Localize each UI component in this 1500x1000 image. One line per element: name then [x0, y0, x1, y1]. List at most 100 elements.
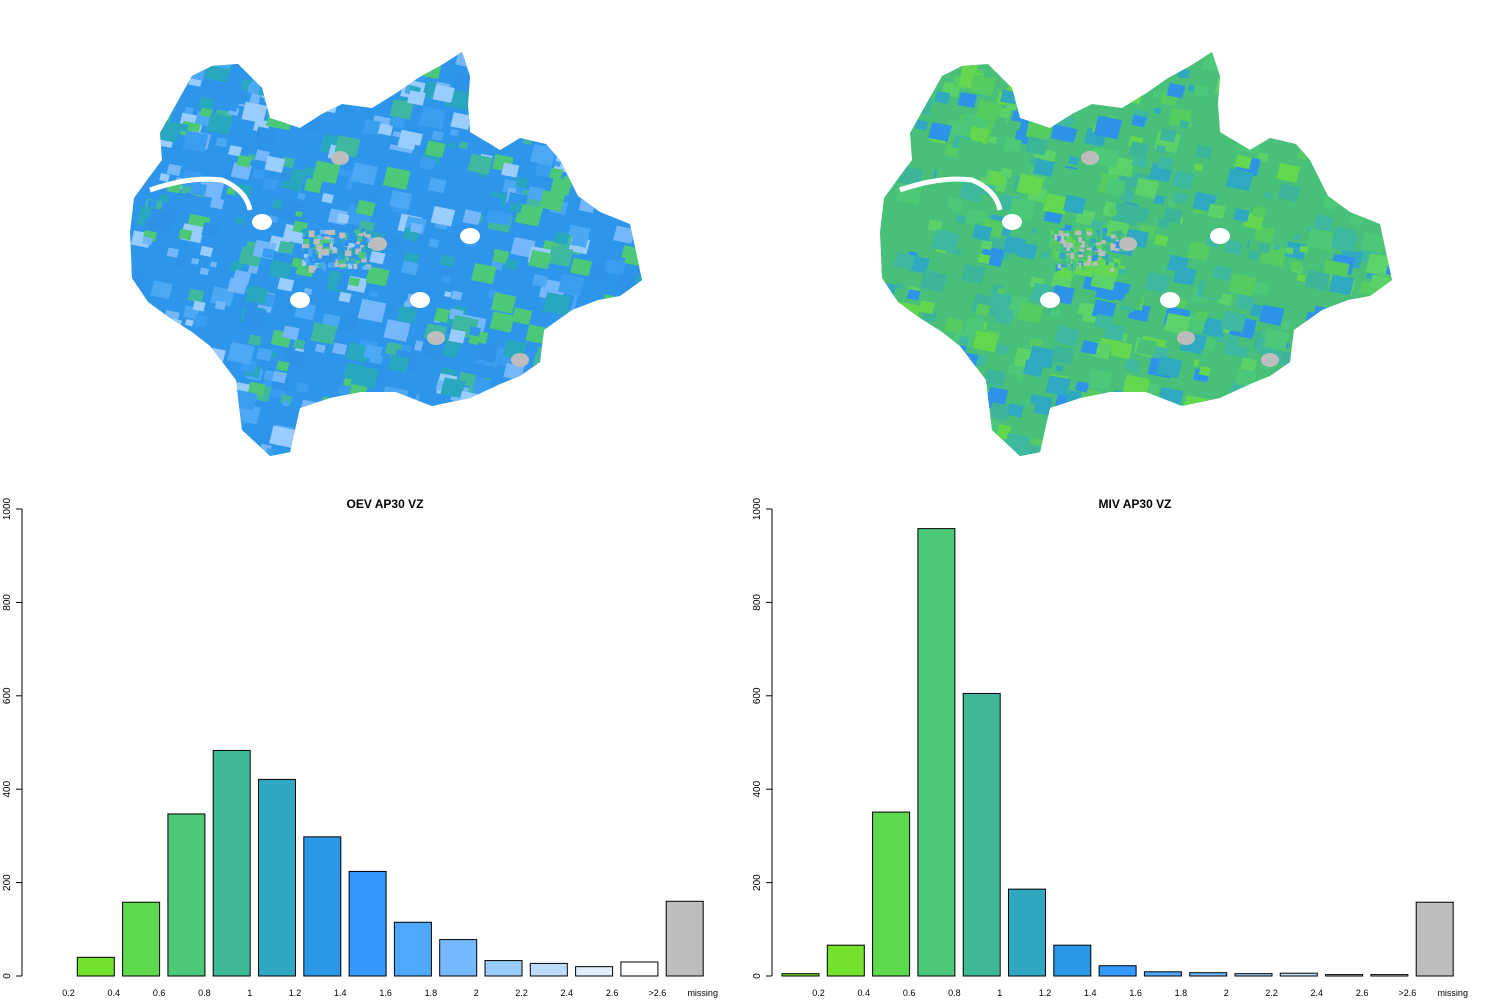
map-region: [1049, 308, 1060, 317]
map-region: [607, 299, 626, 315]
map-region: [580, 115, 598, 130]
map-region: [1033, 107, 1053, 124]
map-region: [1352, 395, 1374, 414]
map-region: [883, 361, 908, 382]
map-region: [241, 101, 268, 124]
map-region: [501, 162, 520, 178]
map-region: [600, 294, 629, 318]
map-region: [361, 247, 366, 253]
map-region: [586, 286, 600, 298]
map-region: [578, 327, 600, 346]
map-region: [607, 413, 623, 427]
map-region: [1132, 441, 1157, 456]
map-region: [364, 82, 383, 98]
map-region: [406, 403, 423, 417]
map-region: [880, 338, 890, 350]
map-region: [1116, 235, 1123, 240]
map-region: [362, 265, 370, 270]
map-region: [282, 325, 300, 341]
map-region: [310, 249, 316, 253]
map-region: [1356, 117, 1375, 134]
map-region: [632, 142, 642, 162]
map-region: [1304, 269, 1331, 291]
map-region: [1059, 252, 1066, 259]
map-region: [404, 287, 414, 295]
map-region: [474, 82, 497, 101]
map-region: [1363, 168, 1374, 177]
map-region: [192, 300, 206, 312]
map-region: [1259, 304, 1285, 326]
map-region: [1319, 112, 1338, 128]
map-region: [357, 263, 362, 269]
map-region: [1085, 228, 1093, 235]
map-region: [1172, 191, 1189, 205]
map-region: [993, 307, 1014, 325]
map-region: [295, 381, 309, 394]
map-region: [1273, 86, 1292, 101]
map-region: [1385, 367, 1392, 387]
x-tick-label: 0.2: [62, 988, 75, 998]
map-region: [355, 240, 360, 245]
map-region: [191, 257, 200, 265]
map-region: [1094, 147, 1120, 169]
map-region: [1236, 369, 1247, 379]
map-region: [515, 187, 524, 194]
map-region: [1081, 230, 1088, 234]
map-region: [988, 402, 1012, 421]
map-region: [1156, 356, 1183, 379]
map-region: [1372, 345, 1389, 358]
map-region: [467, 153, 493, 175]
map-region: [313, 239, 320, 245]
chart-title: OEV AP30 VZ: [347, 497, 424, 511]
map-region: [1050, 229, 1054, 236]
map-region: [199, 245, 214, 257]
map-region: [413, 144, 425, 154]
y-tick-label: 600: [752, 687, 763, 704]
map-region: [256, 347, 273, 362]
map-region: [921, 346, 936, 358]
map-region: [937, 457, 945, 463]
empty-area: [410, 292, 430, 308]
map-region: [592, 334, 619, 357]
bar: [1053, 944, 1092, 977]
map-region: [262, 70, 286, 90]
map-region: [1393, 244, 1405, 254]
x-tick-label: missing: [687, 988, 718, 998]
map-region: [355, 248, 362, 255]
map-region: [474, 440, 482, 447]
map-region: [336, 213, 350, 224]
map-region: [340, 246, 348, 252]
map-region: [1068, 242, 1074, 248]
map-region: [173, 366, 188, 379]
map-region: [935, 399, 958, 418]
map-region: [1163, 405, 1184, 423]
map-region: [1090, 219, 1103, 230]
map-region: [1101, 240, 1106, 244]
map-region: [159, 173, 170, 182]
map-region: [150, 280, 173, 300]
map-region: [612, 164, 633, 182]
map-region: [1066, 260, 1071, 265]
map-region: [357, 298, 387, 323]
map-region: [599, 85, 622, 104]
map-region: [1298, 399, 1319, 417]
map-region: [509, 77, 530, 95]
map-region: [1091, 426, 1112, 443]
x-tick-label: 0.4: [108, 988, 121, 998]
map-region: [605, 402, 622, 416]
map-region: [283, 348, 306, 367]
map-region: [130, 70, 151, 91]
map-region: [898, 314, 913, 327]
map-region: [174, 391, 199, 412]
map-region: [161, 377, 177, 390]
map-region: [643, 405, 668, 426]
map-region: [1168, 455, 1188, 456]
map-region: [643, 161, 668, 182]
map-region: [432, 84, 455, 103]
map-region: [1106, 392, 1128, 411]
map-region: [1119, 232, 1125, 237]
map-region: [360, 237, 368, 244]
map-region: [1110, 234, 1115, 239]
map-region: [130, 268, 146, 288]
map-region: [1170, 423, 1183, 434]
